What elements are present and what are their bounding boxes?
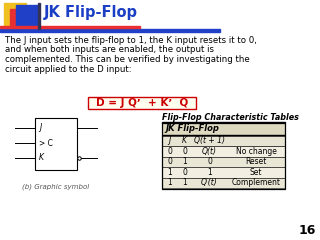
Text: K: K bbox=[182, 136, 187, 145]
Text: The J input sets the flip-flop to 1, the K input resets it to 0,: The J input sets the flip-flop to 1, the… bbox=[5, 36, 257, 45]
Text: 0: 0 bbox=[167, 157, 172, 166]
Bar bbox=[162, 156, 285, 167]
Text: 0: 0 bbox=[167, 147, 172, 156]
Text: J: J bbox=[39, 124, 41, 132]
Text: JK Flip-Flop: JK Flip-Flop bbox=[165, 124, 219, 133]
Text: JK Flip-Flop: JK Flip-Flop bbox=[44, 5, 138, 20]
Text: Q′(t): Q′(t) bbox=[201, 178, 218, 187]
Text: K: K bbox=[39, 154, 44, 162]
Text: J: J bbox=[168, 136, 171, 145]
Text: 1: 1 bbox=[167, 168, 172, 177]
Text: Set: Set bbox=[250, 168, 262, 177]
Text: (b) Graphic symbol: (b) Graphic symbol bbox=[22, 184, 90, 191]
Bar bbox=[88, 97, 196, 109]
Text: Flip-Flop Characteristic Tables: Flip-Flop Characteristic Tables bbox=[162, 113, 299, 122]
Bar bbox=[38, 3, 39, 29]
Text: D = J Qʼ  + Kʼ  Q: D = J Qʼ + Kʼ Q bbox=[96, 98, 188, 108]
Text: and when both inputs are enabled, the output is: and when both inputs are enabled, the ou… bbox=[5, 46, 214, 54]
Bar bbox=[0, 29, 220, 31]
Text: 1: 1 bbox=[182, 178, 187, 187]
Bar bbox=[162, 146, 285, 156]
Bar bbox=[10, 9, 32, 31]
Text: Reset: Reset bbox=[245, 157, 267, 166]
Text: 1: 1 bbox=[207, 168, 212, 177]
Text: Complement: Complement bbox=[231, 178, 281, 187]
Bar bbox=[162, 134, 285, 135]
Text: 16: 16 bbox=[299, 224, 316, 237]
Bar bbox=[162, 178, 285, 188]
Bar bbox=[162, 167, 285, 178]
Text: Q(t + 1): Q(t + 1) bbox=[194, 136, 225, 145]
Text: complemented. This can be verified by investigating the: complemented. This can be verified by in… bbox=[5, 55, 250, 64]
Text: circuit applied to the D input:: circuit applied to the D input: bbox=[5, 65, 132, 73]
Text: No change: No change bbox=[236, 147, 276, 156]
Text: Q(t): Q(t) bbox=[202, 147, 217, 156]
Bar bbox=[16, 5, 38, 27]
Bar bbox=[162, 123, 285, 189]
Text: 1: 1 bbox=[167, 178, 172, 187]
Text: > C: > C bbox=[39, 138, 53, 148]
Bar bbox=[4, 3, 26, 25]
Text: 1: 1 bbox=[182, 157, 187, 166]
Bar bbox=[162, 136, 285, 146]
Text: 0: 0 bbox=[182, 168, 187, 177]
Bar bbox=[162, 122, 285, 123]
Bar bbox=[35, 118, 77, 170]
Text: 0: 0 bbox=[182, 147, 187, 156]
Text: 0: 0 bbox=[207, 157, 212, 166]
Bar bbox=[0, 26, 140, 28]
Bar bbox=[162, 123, 285, 134]
